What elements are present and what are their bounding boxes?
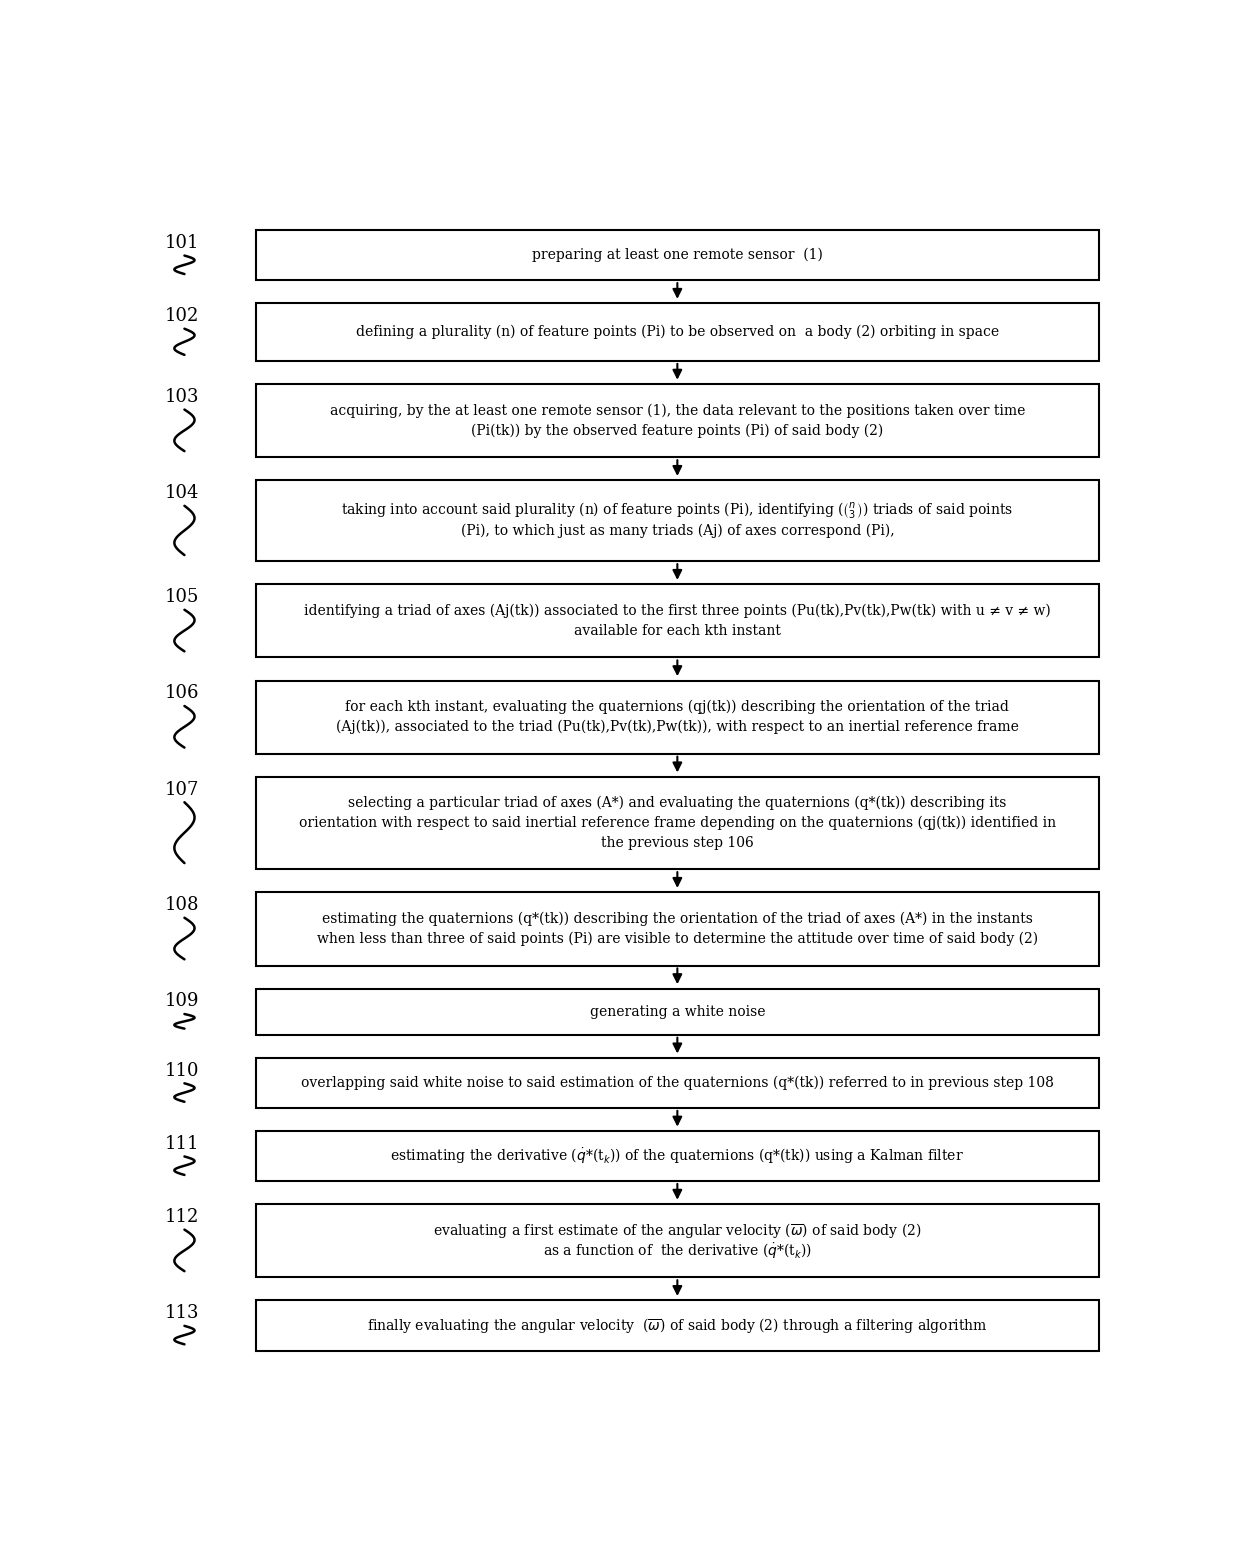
Text: defining a plurality (n) of feature points (Pi) to be observed on  a body (2) or: defining a plurality (n) of feature poin… — [356, 326, 999, 340]
Text: finally evaluating the angular velocity  ($\overline{\omega}$) of said body (2) : finally evaluating the angular velocity … — [367, 1316, 987, 1335]
Bar — [255, 1131, 1099, 1182]
Text: overlapping said white noise to said estimation of the quaternions (q*(tk)) refe: overlapping said white noise to said est… — [301, 1075, 1054, 1091]
Bar — [255, 892, 1099, 966]
Text: evaluating a first estimate of the angular velocity ($\overline{\omega}$) of sai: evaluating a first estimate of the angul… — [433, 1221, 921, 1241]
Bar — [255, 1203, 1099, 1277]
Text: 113: 113 — [165, 1304, 200, 1322]
Bar — [255, 383, 1099, 457]
Text: acquiring, by the at least one remote sensor (1), the data relevant to the posit: acquiring, by the at least one remote se… — [330, 404, 1025, 418]
Text: 110: 110 — [165, 1061, 200, 1080]
Text: 103: 103 — [165, 388, 200, 405]
Bar — [255, 584, 1099, 657]
Text: when less than three of said points (Pi) are visible to determine the attitude o: when less than three of said points (Pi)… — [316, 931, 1038, 947]
Text: (Pi(tk)) by the observed feature points (Pi) of said body (2): (Pi(tk)) by the observed feature points … — [471, 424, 883, 438]
Text: 104: 104 — [165, 484, 200, 502]
Text: as a function of  the derivative ($\dot{q}$*(t$_k$)): as a function of the derivative ($\dot{q… — [543, 1241, 812, 1261]
Text: selecting a particular triad of axes (A*) and evaluating the quaternions (q*(tk): selecting a particular triad of axes (A*… — [348, 797, 1007, 811]
Text: (Aj(tk)), associated to the triad (Pu(tk),Pv(tk),Pw(tk)), with respect to an ine: (Aj(tk)), associated to the triad (Pu(tk… — [336, 720, 1019, 734]
Bar — [255, 776, 1099, 869]
Bar — [255, 681, 1099, 754]
Bar — [255, 1058, 1099, 1108]
Text: (Pi), to which just as many triads (Aj) of axes correspond (Pi),: (Pi), to which just as many triads (Aj) … — [460, 524, 894, 538]
Text: 102: 102 — [165, 307, 200, 326]
Bar — [255, 989, 1099, 1034]
Bar — [255, 1301, 1099, 1351]
Text: 107: 107 — [165, 781, 200, 798]
Text: generating a white noise: generating a white noise — [589, 1005, 765, 1019]
Text: orientation with respect to said inertial reference frame depending on the quate: orientation with respect to said inertia… — [299, 815, 1056, 831]
Text: available for each kth instant: available for each kth instant — [574, 624, 781, 639]
Text: taking into account said plurality (n) of feature points (Pi), identifying ($\bi: taking into account said plurality (n) o… — [341, 501, 1013, 521]
Bar — [255, 304, 1099, 362]
Text: 111: 111 — [165, 1135, 200, 1153]
Text: 112: 112 — [165, 1208, 200, 1225]
Text: 101: 101 — [165, 235, 200, 252]
Text: preparing at least one remote sensor  (1): preparing at least one remote sensor (1) — [532, 247, 823, 263]
Text: estimating the derivative ($\dot{q}$*(t$_k$)) of the quaternions (q*(tk)) using : estimating the derivative ($\dot{q}$*(t$… — [391, 1146, 965, 1166]
Bar — [255, 230, 1099, 280]
Text: 109: 109 — [165, 992, 200, 1011]
Text: 105: 105 — [165, 588, 200, 606]
Text: 106: 106 — [165, 684, 200, 703]
Text: identifying a triad of axes (Aj(tk)) associated to the first three points (Pu(tk: identifying a triad of axes (Aj(tk)) ass… — [304, 604, 1050, 618]
Text: 108: 108 — [165, 897, 200, 914]
Text: the previous step 106: the previous step 106 — [601, 836, 754, 850]
Text: estimating the quaternions (q*(tk)) describing the orientation of the triad of a: estimating the quaternions (q*(tk)) desc… — [322, 912, 1033, 926]
Text: for each kth instant, evaluating the quaternions (qj(tk)) describing the orienta: for each kth instant, evaluating the qua… — [346, 700, 1009, 714]
Bar — [255, 480, 1099, 562]
